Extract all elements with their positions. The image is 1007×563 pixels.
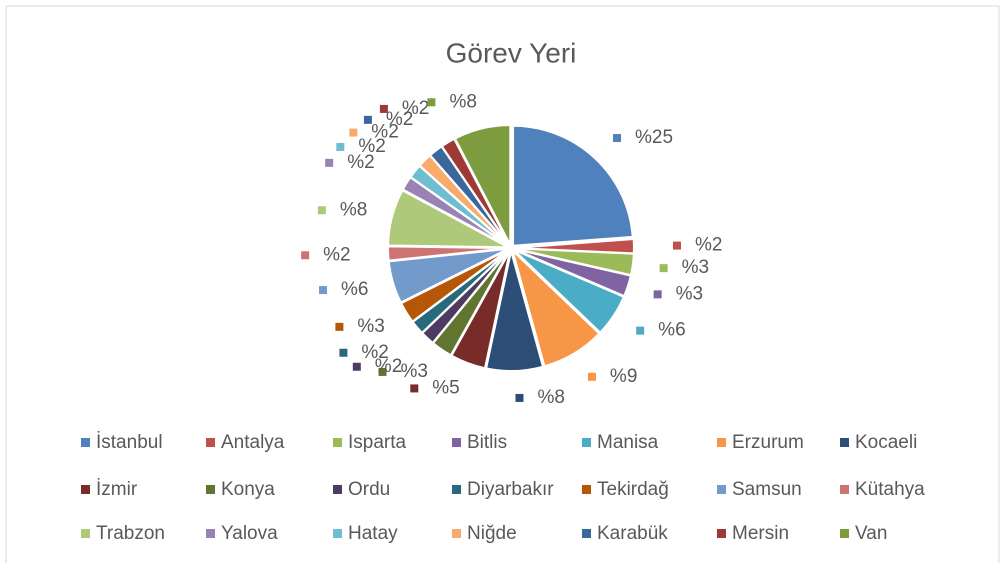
- legend-key: [206, 485, 215, 494]
- data-label: %2: [358, 136, 385, 157]
- chart-title: Görev Yeri: [446, 37, 577, 68]
- legend-label: Tekirdağ: [597, 479, 669, 500]
- legend-key: [206, 529, 215, 538]
- legend-key: [840, 529, 849, 538]
- legend-label: Kütahya: [855, 479, 925, 500]
- legend-key: [81, 485, 90, 494]
- data-label: %2: [695, 235, 722, 256]
- legend-key: [717, 485, 726, 494]
- data-label: %2: [323, 244, 350, 265]
- label-key: [613, 134, 622, 143]
- data-label: %3: [682, 257, 709, 278]
- legend-label: Mersin: [732, 523, 789, 544]
- legend-key: [81, 438, 90, 447]
- data-label: %8: [449, 91, 476, 112]
- label-key: [378, 367, 387, 376]
- legend-key: [840, 485, 849, 494]
- data-label: %9: [610, 366, 637, 387]
- label-key: [659, 264, 668, 273]
- label-key: [515, 393, 524, 402]
- legend-key: [452, 438, 461, 447]
- data-label: %2: [361, 342, 388, 363]
- data-label: %8: [537, 387, 564, 408]
- legend-label: Hatay: [348, 523, 398, 544]
- legend-key: [717, 529, 726, 538]
- legend-label: Bitlis: [467, 432, 507, 453]
- legend-label: Van: [855, 523, 887, 544]
- label-key: [653, 290, 662, 299]
- legend-label: Trabzon: [96, 523, 165, 544]
- legend-key: [582, 485, 591, 494]
- legend-label: Ordu: [348, 479, 390, 500]
- label-key: [349, 128, 358, 137]
- legend-label: Niğde: [467, 523, 517, 544]
- legend-key: [452, 529, 461, 538]
- legend-key: [840, 438, 849, 447]
- data-label: %3: [676, 283, 703, 304]
- data-label: %2: [375, 356, 402, 377]
- data-label: %2: [371, 122, 398, 143]
- label-key: [317, 206, 326, 215]
- legend-key: [717, 438, 726, 447]
- pie-slice: [453, 124, 512, 246]
- legend-label: Yalova: [221, 523, 278, 544]
- legend-label: Manisa: [597, 432, 659, 453]
- pie-slice: [484, 250, 545, 372]
- data-label: %5: [432, 377, 459, 398]
- label-key: [325, 158, 334, 167]
- legend-label: Diyarbakır: [467, 479, 554, 500]
- data-label: %2: [386, 109, 413, 130]
- label-key: [379, 104, 388, 113]
- legend-key: [206, 438, 215, 447]
- label-key: [587, 372, 596, 381]
- legend-label: Karabük: [597, 523, 668, 544]
- label-key: [672, 241, 681, 250]
- data-label: %3: [357, 316, 384, 337]
- data-label: %2: [402, 98, 429, 119]
- legend-key: [333, 438, 342, 447]
- label-key: [636, 326, 645, 335]
- data-label: %8: [340, 199, 367, 220]
- legend-label: Konya: [221, 479, 275, 500]
- label-key: [427, 98, 436, 107]
- pie-slice: [512, 124, 634, 247]
- data-label: %6: [341, 279, 368, 300]
- pie-slice: [510, 247, 601, 368]
- legend-label: Kocaeli: [855, 432, 917, 453]
- legend-label: Isparta: [348, 432, 407, 453]
- legend-key: [333, 485, 342, 494]
- data-label: %25: [635, 127, 673, 148]
- label-key: [319, 286, 328, 295]
- legend-key: [81, 529, 90, 538]
- label-key: [352, 362, 361, 371]
- legend-label: İstanbul: [96, 432, 163, 453]
- label-key: [410, 384, 419, 393]
- label-key: [339, 348, 348, 357]
- legend-label: Antalya: [221, 432, 285, 453]
- data-label: %6: [658, 320, 685, 341]
- data-label: %2: [347, 152, 374, 173]
- legend-label: İzmir: [96, 479, 138, 500]
- legend-label: Erzurum: [732, 432, 804, 453]
- legend-key: [452, 485, 461, 494]
- legend-key: [333, 529, 342, 538]
- label-key: [301, 251, 310, 260]
- legend-key: [582, 438, 591, 447]
- legend-label: Samsun: [732, 479, 802, 500]
- pie-slice: [512, 248, 626, 334]
- label-key: [335, 322, 344, 331]
- data-label: %3: [401, 361, 428, 382]
- label-key: [336, 142, 345, 151]
- label-key: [363, 115, 372, 124]
- legend-key: [582, 529, 591, 538]
